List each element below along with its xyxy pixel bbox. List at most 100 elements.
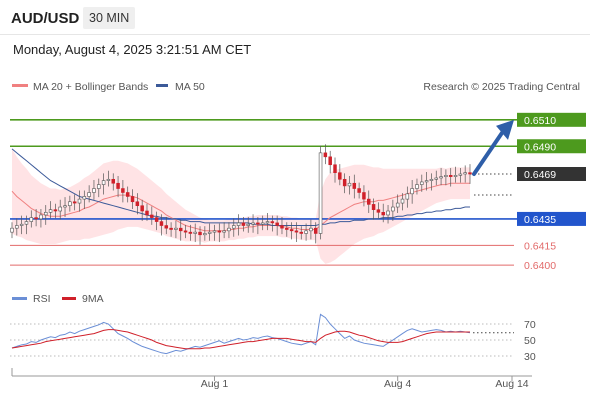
forecast-arrow-head: [496, 119, 514, 140]
ma50-line: [11, 148, 470, 226]
candle: [207, 223, 212, 241]
candle: [323, 144, 328, 165]
candle-body-up: [386, 210, 390, 216]
candle: [174, 220, 178, 239]
candle: [188, 224, 193, 241]
candle-body-down: [333, 164, 337, 173]
candle: [19, 215, 24, 235]
candle: [101, 173, 106, 195]
candle: [178, 219, 183, 241]
rsi-tick-70: 70: [524, 319, 536, 331]
candle-body-down: [135, 201, 140, 207]
candle: [10, 222, 14, 239]
timeframe-button[interactable]: 30 MIN: [83, 7, 136, 29]
candle-body-down: [53, 209, 58, 212]
rsi-panel: 70 50 30: [10, 313, 536, 363]
candle: [400, 193, 405, 211]
candle-body-down: [164, 225, 169, 229]
candle: [381, 203, 385, 223]
ma50-legend-label: MA 50: [175, 81, 205, 93]
candle: [386, 205, 390, 224]
candle: [376, 202, 381, 219]
candle-body-up: [236, 222, 241, 226]
ma20-legend-swatch: [12, 84, 28, 87]
x-tick-label: Aug 4: [384, 378, 412, 390]
x-tick-label: Aug 1: [201, 378, 229, 390]
candle-body-up: [48, 209, 53, 213]
candle-body-up: [309, 227, 313, 232]
candle-body-up: [203, 233, 207, 236]
candle-body-down: [241, 222, 246, 226]
candle: [29, 210, 34, 228]
candle-body-down: [270, 221, 275, 224]
candle-body-up: [58, 206, 62, 212]
candle: [53, 203, 58, 219]
forecast-arrow-shaft: [472, 130, 504, 176]
rsi-ma-legend-label: 9MA: [82, 293, 104, 305]
candle-body-up: [87, 192, 91, 197]
datetime-label: Monday, August 4, 2025 3:21:51 AM CET: [13, 42, 252, 57]
candle-body-down: [169, 227, 173, 230]
current-price-tag: [517, 167, 586, 181]
rsi-legend-label: RSI: [33, 293, 51, 305]
candle: [453, 166, 458, 183]
resistance-tag-0.6510: [517, 112, 586, 127]
candle: [342, 173, 347, 194]
ma50-legend-swatch: [156, 84, 168, 87]
candle-body-up: [19, 223, 24, 226]
candle-body-up: [227, 227, 231, 232]
candle-body-down: [198, 231, 202, 236]
candle: [106, 170, 111, 187]
bollinger-bands: [12, 148, 470, 264]
candle-body-down: [338, 172, 342, 180]
candle-body-up: [68, 201, 72, 207]
candle-body-up: [463, 172, 467, 175]
candle: [448, 168, 453, 187]
candle: [212, 224, 217, 241]
current-price-label: 0.6469: [524, 169, 556, 181]
candle: [280, 216, 284, 235]
candle: [318, 145, 323, 240]
candle-body-down: [130, 196, 135, 203]
candle: [371, 198, 376, 220]
candle-body-up: [304, 230, 308, 234]
candle-body-up: [212, 230, 217, 233]
candle-body-up: [415, 184, 419, 189]
candle-body-down: [154, 217, 159, 222]
candle-body-down: [34, 217, 38, 220]
candle: [338, 164, 342, 186]
candle-body-down: [362, 192, 366, 200]
candle-body-up: [434, 177, 438, 180]
candle-body-up: [193, 231, 197, 234]
price-levels: [10, 119, 586, 266]
pivot-label-0.6435: 0.6435: [524, 214, 556, 226]
candle-body-up: [420, 181, 424, 185]
candle: [434, 170, 438, 186]
candle-body-down: [299, 231, 304, 234]
candle-body-up: [405, 193, 410, 200]
candle: [275, 215, 279, 236]
ma20-legend-label: MA 20 + Bollinger Bands: [33, 81, 148, 93]
candle-body-up: [39, 214, 43, 220]
candle-body-up: [453, 175, 458, 177]
candle: [391, 199, 395, 221]
rsi-tick-50: 50: [524, 335, 536, 347]
candle: [420, 174, 424, 192]
candle-body-up: [174, 227, 178, 230]
candle-body-up: [44, 212, 48, 216]
candle-body-up: [458, 173, 463, 176]
candle: [77, 190, 82, 212]
candle: [217, 223, 222, 243]
candle: [48, 201, 53, 219]
candle: [111, 173, 115, 191]
candle: [429, 173, 434, 191]
candle: [24, 215, 29, 235]
rsi-ma-legend-swatch: [62, 297, 76, 300]
candle: [183, 224, 188, 239]
candle-body-down: [342, 178, 347, 187]
candle-body-up: [265, 221, 270, 224]
candle-body-up: [10, 227, 14, 233]
candle-body-up: [251, 222, 255, 225]
candle: [333, 157, 337, 183]
